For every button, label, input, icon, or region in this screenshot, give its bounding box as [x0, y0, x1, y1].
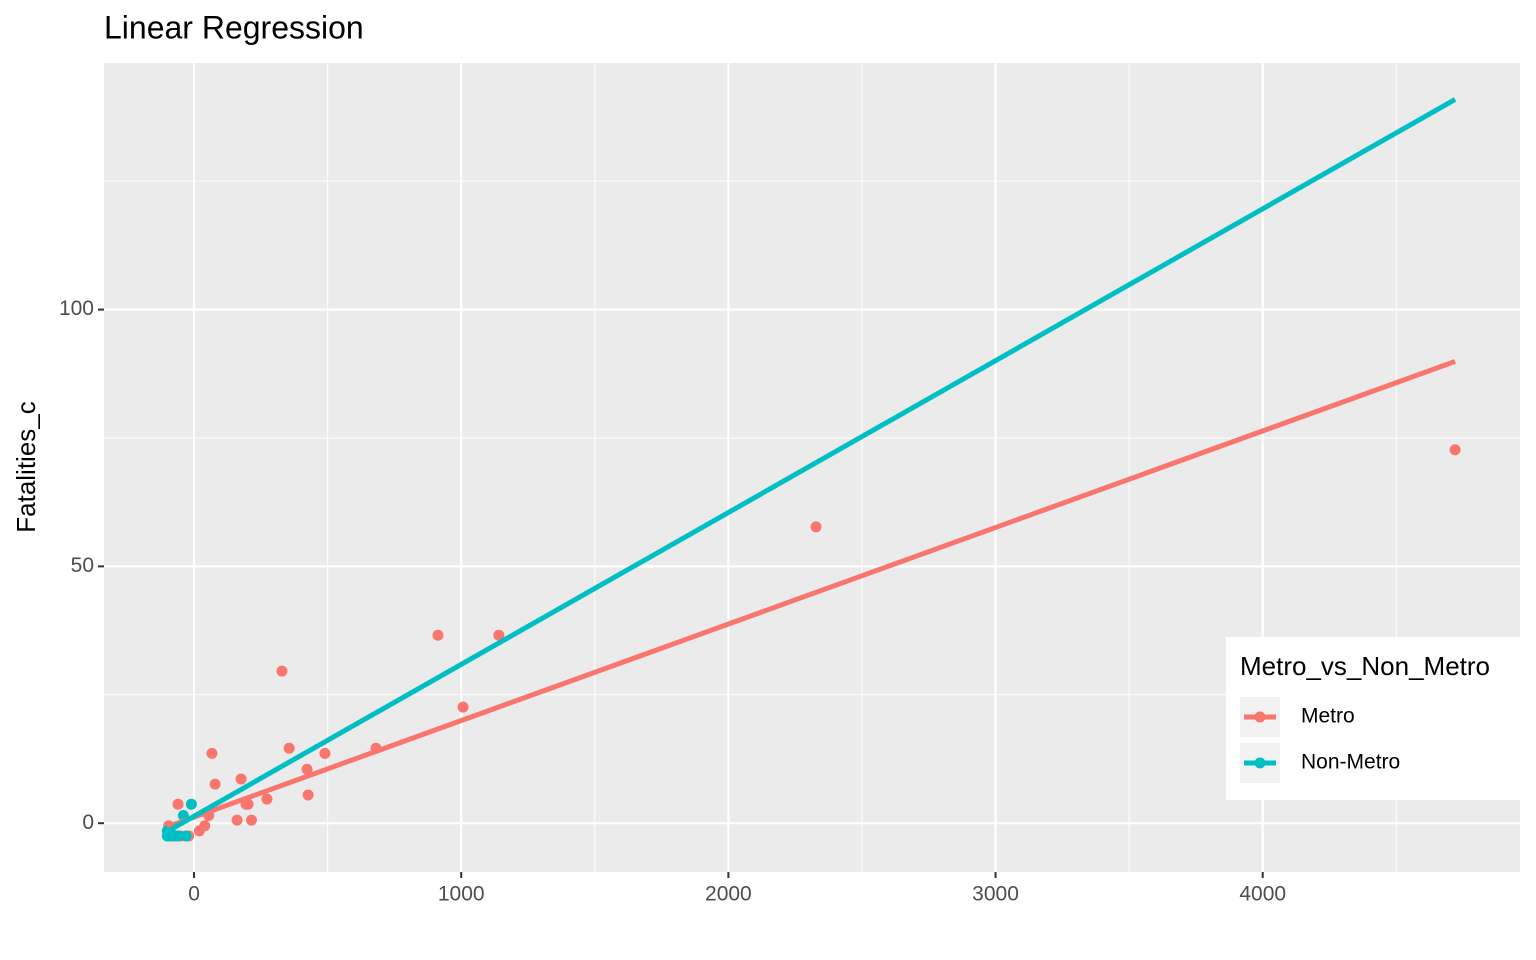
y-tick-label: 0: [82, 811, 94, 834]
regression-line: [166, 97, 1457, 834]
legend-label: Metro: [1301, 705, 1355, 728]
data-point: [493, 629, 505, 641]
data-point: [245, 814, 257, 826]
y-tick-label: 100: [59, 297, 94, 320]
data-point: [172, 798, 184, 810]
x-tick-label: 2000: [705, 883, 752, 906]
data-point: [193, 825, 205, 837]
data-point: [180, 830, 192, 842]
data-point: [231, 814, 243, 826]
data-point: [810, 521, 822, 533]
y-tick-label: 50: [71, 554, 94, 577]
legend-dot: [1254, 711, 1266, 723]
data-point: [1449, 444, 1461, 456]
data-point: [432, 629, 444, 641]
data-point: [276, 665, 288, 677]
data-point: [206, 747, 218, 759]
data-point: [235, 773, 247, 785]
regression-line: [166, 359, 1456, 830]
x-tick-label: 0: [188, 883, 200, 906]
data-point: [172, 830, 184, 842]
legend-title: Metro_vs_Non_Metro: [1240, 651, 1490, 681]
data-point: [261, 793, 273, 805]
x-tick-label: 1000: [438, 883, 485, 906]
chart-title: Linear Regression: [104, 9, 364, 45]
data-point: [209, 778, 221, 790]
x-tick-label: 3000: [972, 883, 1019, 906]
data-point: [283, 742, 295, 754]
data-point: [242, 798, 254, 810]
data-point: [301, 763, 313, 775]
legend: Metro_vs_Non_Metro Metro Non-Metro: [1226, 637, 1520, 800]
legend-dot: [1254, 757, 1266, 769]
data-point: [457, 701, 469, 713]
y-axis-label: Fatalities_c: [11, 401, 41, 533]
x-tick-label: 4000: [1239, 883, 1286, 906]
data-point: [302, 789, 314, 801]
data-point: [319, 747, 331, 759]
data-point: [185, 798, 197, 810]
legend-label: Non-Metro: [1301, 751, 1400, 774]
